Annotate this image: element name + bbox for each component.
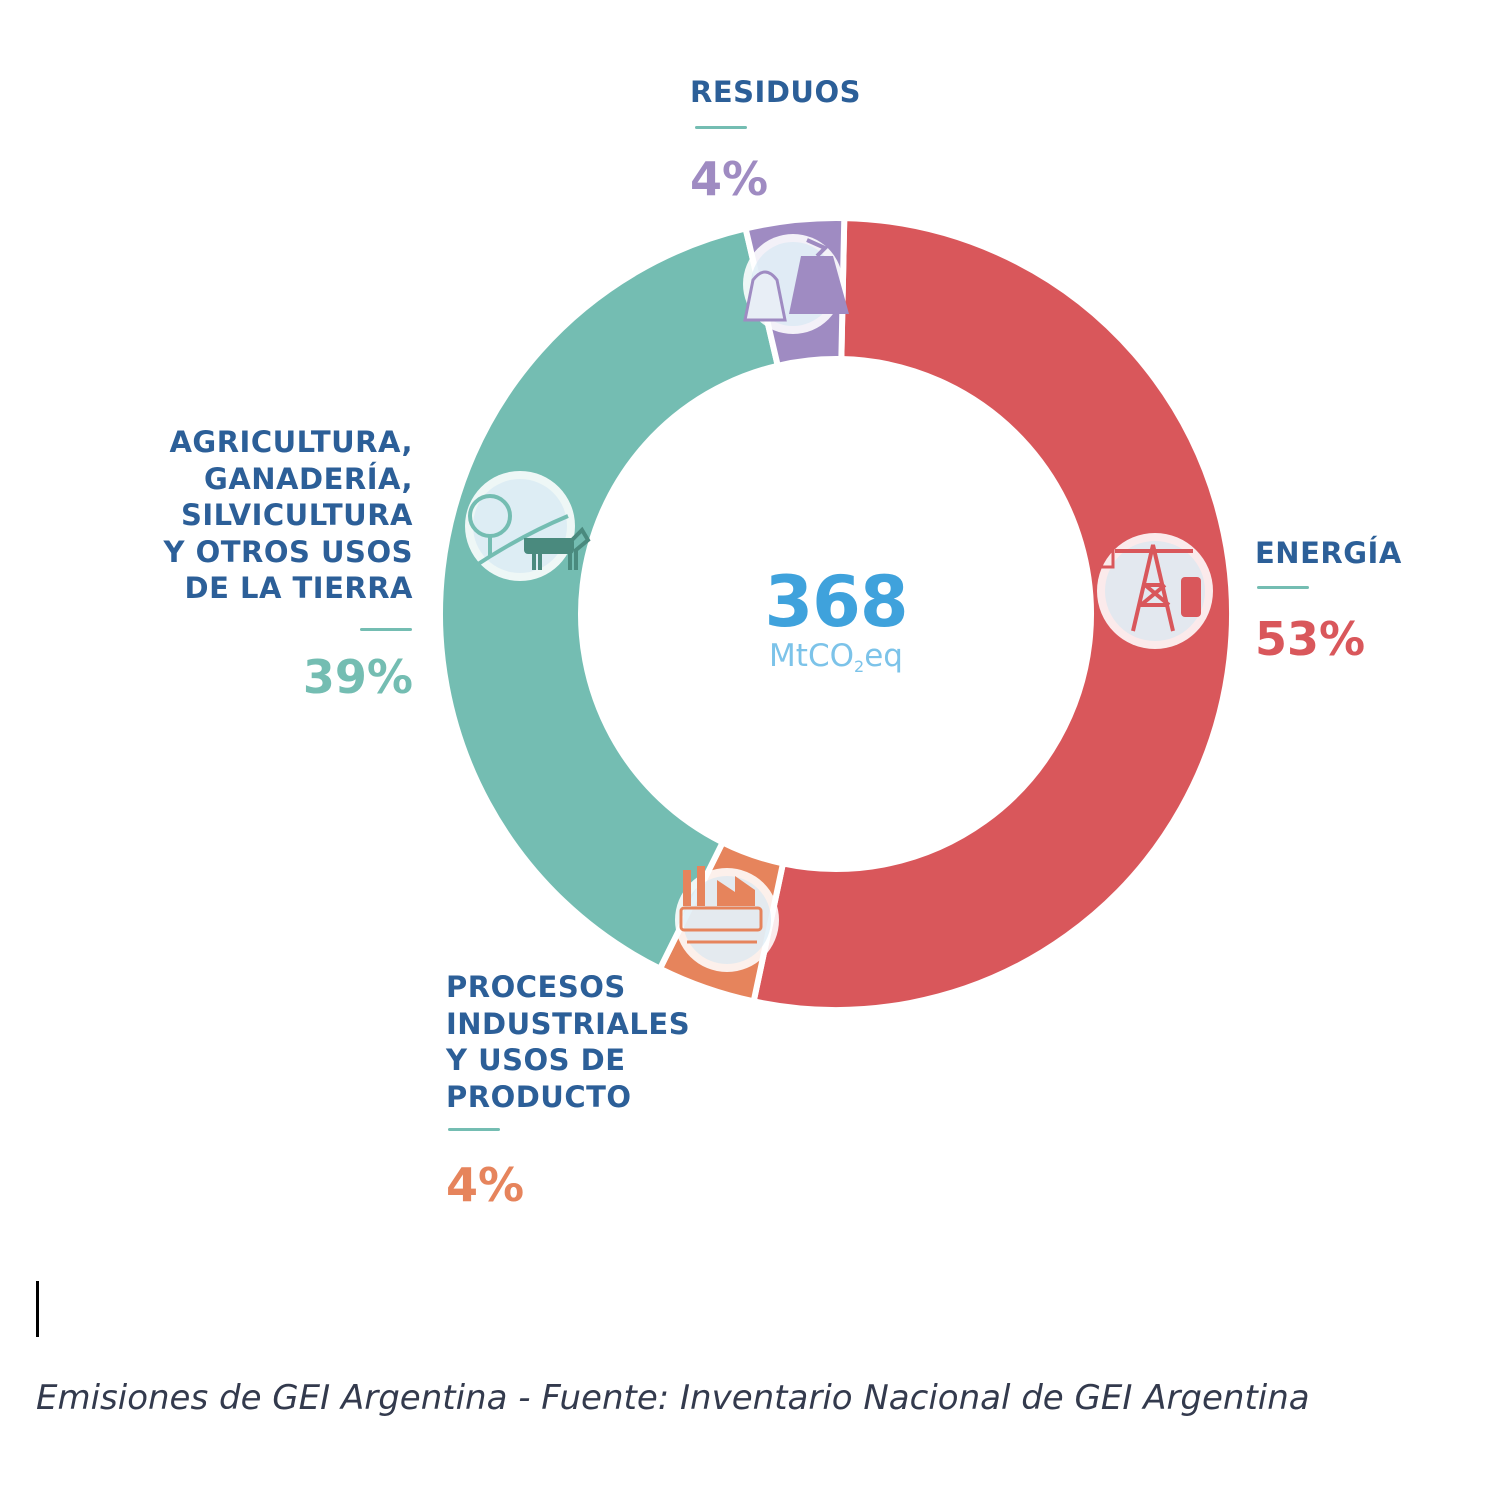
label-line: PROCESOS <box>446 970 626 1004</box>
value-label-energia: 53% <box>1255 612 1366 666</box>
label-line: PRODUCTO <box>446 1079 632 1114</box>
value-label-residuos: 4% <box>690 152 769 206</box>
figure-caption: Emisiones de GEI Argentina - Fuente: Inv… <box>36 1378 1310 1418</box>
slice-agricultura <box>437 224 782 973</box>
donut-chart <box>437 215 1235 1013</box>
garbage-bag-icon <box>743 234 849 334</box>
slice-energia <box>750 215 1235 1013</box>
factory-icon <box>675 866 779 972</box>
label-divider <box>695 126 747 129</box>
label-line: SILVICULTURA <box>180 498 413 532</box>
label-divider <box>360 628 412 631</box>
label-agricultura: AGRICULTURA, GANADERÍA, SILVICULTURA Y O… <box>164 424 413 607</box>
label-divider <box>448 1128 500 1131</box>
tree-cow-icon <box>465 471 591 581</box>
label-procesos: PROCESOS INDUSTRIALES Y USOS DE PRODUCTO <box>446 969 690 1115</box>
label-line: ENERGÍA <box>1255 536 1402 570</box>
label-line: GANADERÍA, <box>204 461 413 496</box>
label-line: DE LA TIERRA <box>184 571 413 605</box>
label-line: Y USOS DE <box>446 1043 626 1077</box>
label-line: INDUSTRIALES <box>446 1006 691 1041</box>
label-divider <box>1257 586 1309 589</box>
total-emissions-value: 368 <box>764 561 908 643</box>
total-emissions-unit: MtCO2eq <box>769 638 903 676</box>
label-residuos: RESIDUOS <box>690 74 861 111</box>
label-energia: ENERGÍA <box>1255 535 1402 572</box>
value-label-agricultura: 39% <box>302 650 413 704</box>
text-cursor <box>36 1281 39 1337</box>
label-line: RESIDUOS <box>690 75 861 109</box>
value-label-procesos: 4% <box>446 1158 525 1212</box>
oil-rig-icon <box>1097 533 1213 649</box>
label-line: AGRICULTURA, <box>169 425 413 459</box>
label-line: Y OTROS USOS <box>163 534 413 569</box>
